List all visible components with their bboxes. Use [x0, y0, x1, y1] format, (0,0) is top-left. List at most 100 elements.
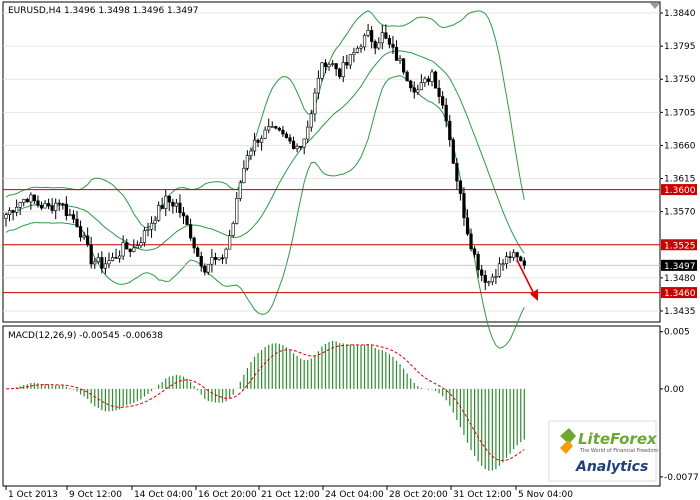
candle: [252, 132, 257, 156]
candle: [323, 59, 328, 74]
candle: [299, 145, 303, 150]
candle-body: [487, 281, 491, 284]
candle-body: [373, 41, 377, 49]
candle-body: [472, 248, 477, 255]
candle: [153, 215, 157, 231]
candle: [348, 54, 352, 70]
candle-body: [512, 252, 516, 259]
candle-body: [277, 127, 281, 131]
candle: [274, 125, 278, 130]
candle-body: [39, 205, 44, 209]
candle-body: [135, 245, 139, 249]
candle: [213, 252, 218, 265]
candle: [284, 131, 289, 139]
candle-body: [18, 202, 22, 208]
candle-body: [476, 254, 480, 271]
price-tick-label: 1.3840: [664, 9, 696, 19]
candle: [96, 253, 100, 264]
candle: [412, 81, 416, 99]
candle-body: [426, 78, 431, 82]
candle: [93, 258, 97, 269]
candle-body: [451, 139, 455, 164]
candle: [416, 84, 420, 96]
candle: [476, 251, 480, 278]
level-price-tag: [661, 287, 697, 299]
candle-body: [480, 269, 484, 276]
candle: [501, 259, 505, 271]
candle: [43, 200, 47, 209]
candle: [352, 47, 356, 63]
candle-body: [412, 87, 416, 93]
candle-body: [249, 150, 253, 156]
candle: [490, 273, 494, 286]
macd-signal-line: [5, 344, 525, 462]
candle-body: [345, 62, 349, 66]
candle-body: [352, 52, 356, 55]
candle: [118, 250, 122, 263]
candle-body: [256, 139, 260, 143]
candle: [135, 240, 139, 249]
candle: [302, 138, 306, 155]
candle: [522, 257, 526, 270]
candle-body: [220, 257, 225, 260]
candle: [160, 197, 164, 209]
candle: [316, 70, 321, 99]
time-tick-label: 24 Oct 04:00: [325, 490, 384, 500]
level-price-label: 1.3460: [664, 289, 696, 299]
candle-body: [483, 275, 487, 283]
candle: [494, 268, 498, 285]
candle: [7, 207, 12, 222]
candle: [61, 202, 65, 210]
candle-body: [32, 194, 36, 202]
candle: [341, 56, 345, 83]
candle: [235, 191, 239, 225]
candle-body: [153, 219, 157, 224]
candle-body: [334, 63, 338, 70]
bollinger-middle-band: [5, 50, 525, 254]
candle-body: [242, 167, 246, 184]
time-tick-label: 14 Oct 04:00: [134, 490, 193, 500]
candle-body: [291, 140, 296, 149]
candle: [224, 247, 228, 265]
candle-body: [89, 244, 93, 265]
candle: [327, 62, 331, 71]
candle: [139, 236, 143, 249]
time-tick-label: 28 Oct 20:00: [389, 490, 448, 500]
candle-body: [125, 242, 129, 250]
candle: [405, 70, 409, 82]
candlesticks: [4, 23, 526, 291]
candle: [256, 138, 260, 148]
candle: [46, 198, 51, 210]
candle: [345, 54, 349, 69]
candle-body: [7, 210, 12, 216]
candle: [149, 216, 154, 238]
candle-body: [107, 260, 111, 265]
candle-body: [36, 200, 40, 206]
candle: [370, 26, 374, 49]
candle-body: [501, 263, 505, 266]
candle: [359, 43, 363, 53]
candle: [192, 236, 196, 254]
candle-body: [110, 257, 115, 261]
candle-body: [465, 217, 470, 235]
candle-body: [78, 226, 83, 238]
candle-body: [497, 263, 502, 277]
candle: [228, 229, 232, 250]
candle-body: [433, 71, 438, 89]
candle: [57, 199, 61, 211]
candle: [18, 201, 22, 215]
candle-body: [441, 96, 445, 106]
candle-body: [515, 252, 519, 258]
macd-tick-label: 0.00: [664, 385, 684, 395]
candle: [373, 39, 377, 55]
candle: [313, 88, 317, 122]
candle: [291, 136, 296, 150]
candle: [4, 212, 8, 227]
candle: [89, 236, 93, 269]
candle-body: [348, 54, 352, 66]
candle-body: [68, 214, 72, 216]
candle-body: [171, 201, 175, 207]
candle-body: [238, 182, 242, 199]
candle: [472, 245, 477, 258]
